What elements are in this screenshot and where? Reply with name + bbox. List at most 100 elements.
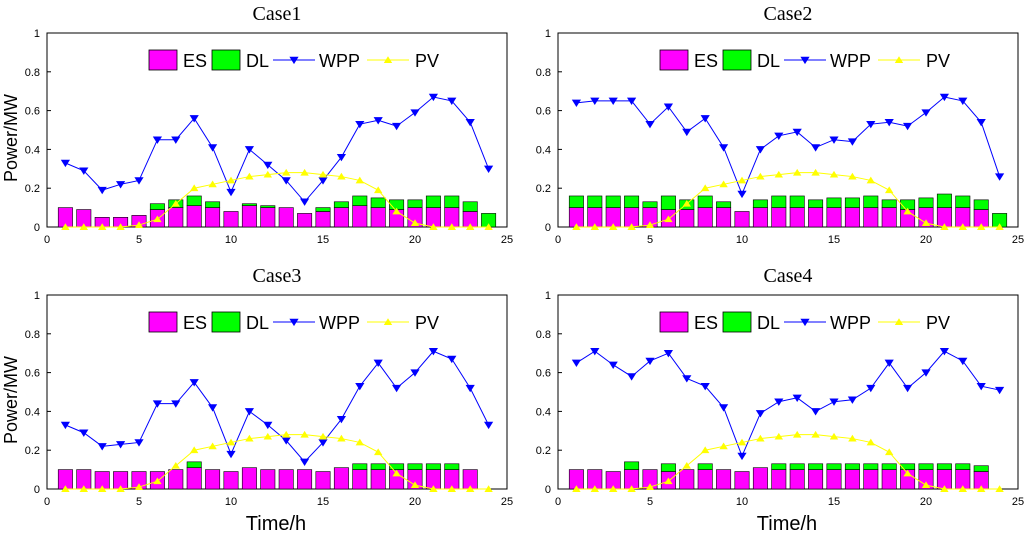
y-axis-label: Power/MW [1,94,21,182]
pv-marker [756,434,765,442]
bar-dl [425,463,441,470]
pv-marker [466,485,475,492]
legend-wpp-label: WPP [830,51,871,71]
bar-dl [808,199,824,208]
chart-title: Case3 [253,265,302,287]
legend-pv-label: PV [415,51,439,71]
bar-dl [642,201,658,208]
bar-es [315,471,331,490]
legend-es-label: ES [694,313,718,333]
wpp-marker [281,437,291,445]
bar-es [697,207,713,228]
wpp-marker [318,177,328,185]
bar-es [808,207,824,228]
pv-marker [885,448,894,456]
wpp-marker [428,93,438,102]
wpp-marker [189,115,199,123]
wpp-marker [244,146,254,154]
y-tick-label: 0.8 [536,67,551,79]
wpp-marker [355,382,365,391]
x-tick-label: 20 [409,234,421,246]
series-pv-line [65,434,489,490]
pv-marker [190,184,199,192]
y-tick-label: 0.6 [25,368,40,380]
wpp-marker [263,421,273,430]
legend-pv-label: PV [415,313,439,333]
wpp-marker [995,173,1005,181]
wpp-marker [958,357,968,366]
pv-marker [866,176,875,184]
pv-marker [664,215,673,223]
bar-dl [205,201,221,208]
bar-es [205,207,221,228]
x-tick-label: 25 [1012,496,1024,508]
wpp-marker [737,452,747,461]
wpp-marker [645,357,655,366]
series-pv-line [576,434,1000,490]
bar-es [863,207,879,228]
chart-panel-case3: Case3 0 5 10 15 20 25 0 0.2 0.4 0.6 0.8 1 ES DL WPP PV [25,265,513,508]
wpp-marker [829,136,839,144]
x-tick-label: 10 [225,496,237,508]
wpp-marker [645,120,655,129]
bar-es [697,469,713,490]
chart-panel-case2: Case2 0 5 10 15 20 25 0 0.2 0.4 0.6 0.8 1 ES DL WPP PV [536,3,1024,246]
wpp-marker [171,400,181,408]
bar-dl [936,193,952,208]
y-tick-label: 0.8 [25,67,40,79]
wpp-marker [226,188,236,197]
legend-wpp-marker [800,56,810,65]
x-tick-label: 10 [736,496,748,508]
bar-dl [881,199,897,208]
wpp-marker [97,186,107,195]
pv-marker [355,176,364,184]
y-axis-label: Power/MW [1,356,21,444]
wpp-marker [884,359,894,368]
wpp-marker [866,120,876,129]
pv-marker [337,434,346,442]
bar-es [278,207,294,228]
bar-es [278,469,294,490]
pv-marker [226,176,236,184]
wpp-marker [97,443,107,451]
wpp-marker [847,138,857,146]
y-tick-label: 0 [545,222,551,234]
pv-marker [79,223,88,230]
pv-marker [921,219,931,227]
pv-marker [719,442,728,450]
wpp-marker [939,348,949,356]
legend-pv-label: PV [926,51,950,71]
pv-marker [153,477,162,485]
legend: ES DL WPP PV [659,311,950,333]
legend-es-label: ES [183,313,207,333]
wpp-marker [447,97,457,106]
x-tick-label: 10 [736,234,748,246]
bar-dl [789,195,805,208]
wpp-marker [189,379,199,387]
bar-es [297,469,313,490]
wpp-marker [465,384,475,393]
wpp-marker [921,369,931,377]
bar-dl [407,199,423,208]
wpp-marker [336,153,346,162]
plot-frame [557,294,1019,490]
bar-dl [260,205,276,208]
plot-frame [46,32,508,228]
pv-marker [484,485,493,492]
bar-es [752,467,768,490]
wpp-marker [903,384,913,393]
wpp-marker [884,119,894,127]
wpp-marker [737,190,747,199]
wpp-marker [627,373,637,381]
pv-marker [627,485,636,492]
pv-marker [885,186,894,194]
series-wpp-line [576,350,1000,458]
pv-marker [171,199,180,207]
bar-es [789,469,805,490]
wpp-marker [663,349,673,358]
bar-es [297,213,313,228]
pv-marker [355,438,364,446]
bar-es [826,469,842,490]
bar-es [352,205,368,228]
wpp-marker [134,439,144,447]
